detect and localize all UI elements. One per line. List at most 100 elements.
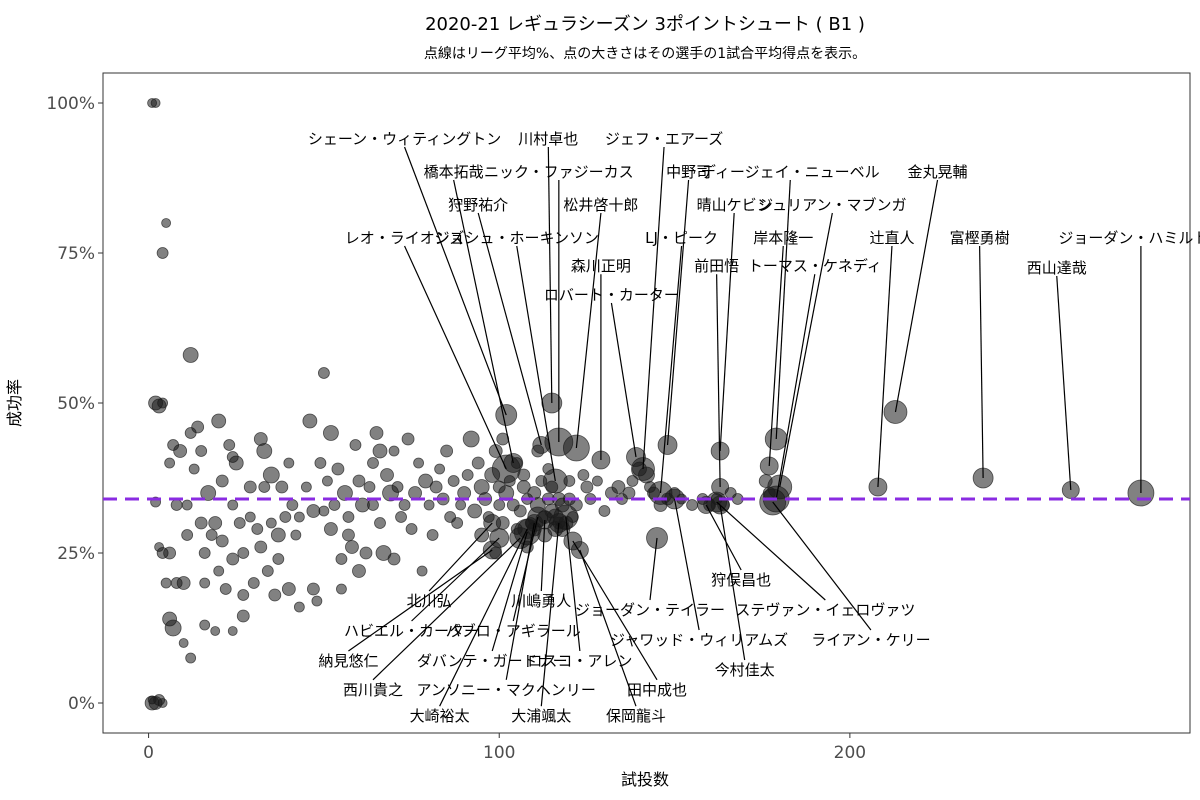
data-point [405,523,418,535]
data-point [592,475,603,487]
data-point [198,547,211,559]
label-leaders [348,146,1142,707]
data-point [226,552,240,566]
leader-line [979,245,984,479]
data-point [323,425,339,441]
data-point [577,469,590,481]
data-point [161,218,172,228]
data-point [254,540,268,554]
data-point [147,695,157,705]
data-point [300,481,312,493]
data-point [462,430,480,448]
data-point [290,529,302,541]
data-point [423,499,435,511]
data-point [363,481,376,493]
point-label: 納見悠仁 [318,652,378,670]
data-point [272,553,285,565]
point-label: ジェフ・エアーズ [605,130,723,148]
x-tick-label: 200 [834,743,866,763]
data-point [265,517,277,529]
data-point [311,595,323,607]
data-point [318,505,330,517]
data-point [372,443,388,459]
leader-line [659,245,683,494]
point-label: 西山達哉 [1027,259,1087,277]
leader-line [719,504,746,661]
point-label: 森川正明 [571,257,631,275]
data-point [191,420,205,434]
data-point [244,511,256,523]
data-point [342,528,355,542]
data-point [262,466,280,484]
point-labels: ジョーダン・ハミルトン西山達哉富樫勇樹 辻直人 金丸晃輔 ディージェイ・ニューベルジュ… [308,130,1200,725]
point-label: 大崎裕太 [410,707,470,725]
data-point [416,565,428,577]
point-label: 松井啓十郎 [563,196,638,214]
data-point [331,462,345,476]
data-point [493,499,506,511]
point-label: ジャワッド・ウィリアムズ [610,631,788,649]
data-point [324,522,338,536]
point-label: 前田悟 [694,257,739,275]
data-point [185,652,197,664]
x-axis-ticks: 0 100 200 [143,733,866,763]
data-point [513,504,527,518]
leader-line [772,501,872,631]
data-point [279,511,292,523]
data-point [598,505,611,517]
data-point [178,638,189,648]
point-label: ニック・ファジーカス [484,163,634,181]
leader-line [404,245,507,470]
leader-line [673,498,700,631]
data-point [211,413,227,429]
data-point [215,474,229,488]
data-point [434,463,446,475]
point-label: 金丸晃輔 [908,163,968,181]
data-point [195,445,208,457]
point-label: 狩俣昌也 [711,571,771,589]
point-label: アンソニー・マクヘンリー [417,681,596,699]
data-point [352,474,366,488]
data-point [451,517,464,529]
data-point [283,457,295,469]
y-tick-label: 50% [57,394,95,414]
point-label: 今村佳太 [715,661,775,679]
data-point [182,347,199,363]
data-point [213,565,225,577]
point-label: ジュリアン・マブンガ [758,196,906,214]
data-point [429,480,443,494]
point-label: ロバート・カーター [544,286,679,304]
leader-line [1056,275,1072,491]
data-point [345,540,359,554]
point-label: ハビエル・カーター [344,622,479,640]
leader-line [540,522,560,707]
point-label: 保岡龍斗 [606,707,666,725]
data-point [359,546,373,560]
leader-line [894,179,939,413]
point-label: ジョシュ・ホーキンソン [434,229,599,247]
data-point [173,444,188,458]
leader-line [439,528,528,707]
point-label: 岸本隆一 [753,229,813,247]
data-point [369,426,384,440]
data-point [223,439,236,451]
leader-line [768,245,784,467]
leader-line [649,537,658,601]
leader-line [491,531,528,652]
data-point [455,499,467,511]
data-point [337,485,353,501]
x-tick-label: 100 [483,743,515,763]
point-label: レオ・ライオンズ [345,229,465,247]
data-point [391,481,404,493]
data-point [208,516,223,530]
y-axis-ticks: 0% 25% 50% 75% 100% [46,94,103,714]
data-point [686,499,698,511]
data-point [302,413,318,429]
data-point [157,397,169,409]
leader-line [428,522,493,592]
data-point [335,553,348,565]
point-label: 北川弘 [407,592,452,610]
data-point [181,499,193,511]
point-label: パブロ・アギラール [446,622,581,640]
